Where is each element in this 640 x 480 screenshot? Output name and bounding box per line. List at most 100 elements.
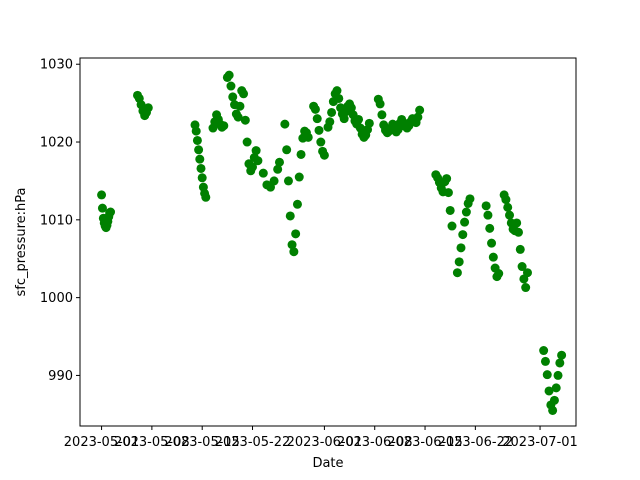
data-point — [273, 164, 283, 174]
data-point — [456, 243, 466, 253]
data-point — [334, 93, 344, 103]
y-tick-label: 1020 — [40, 136, 73, 151]
data-point — [461, 207, 471, 217]
data-point — [197, 173, 207, 183]
data-point — [292, 199, 302, 209]
data-point — [296, 149, 306, 159]
data-point — [287, 240, 297, 250]
data-point — [494, 269, 504, 279]
data-point — [283, 176, 293, 186]
data-point — [521, 283, 531, 293]
data-point — [294, 172, 304, 182]
data-point — [460, 217, 470, 227]
x-tick-label: 2023-05-15 — [164, 435, 240, 450]
data-point — [327, 107, 337, 117]
data-point — [303, 132, 313, 142]
data-point — [316, 137, 326, 147]
data-point — [517, 262, 527, 272]
data-point — [106, 207, 116, 217]
data-point — [274, 157, 284, 167]
data-point — [239, 89, 249, 99]
data-point — [503, 202, 513, 212]
y-tick-label: 1010 — [40, 213, 73, 228]
data-point — [485, 223, 495, 233]
data-point — [235, 101, 245, 111]
data-point — [505, 210, 515, 220]
data-point — [555, 358, 565, 368]
data-point — [501, 195, 511, 205]
x-tick-label: 2023-06-15 — [387, 435, 463, 450]
data-point — [240, 115, 250, 125]
data-point — [289, 247, 299, 257]
x-tick-label: 2023-05-22 — [215, 435, 291, 450]
data-point — [269, 176, 279, 186]
data-point — [285, 211, 295, 221]
data-point — [557, 350, 567, 360]
data-point — [251, 146, 261, 156]
data-point — [325, 117, 335, 127]
y-tick-label: 1000 — [40, 291, 73, 306]
data-point — [553, 370, 563, 380]
data-point — [319, 150, 329, 160]
data-point — [192, 135, 202, 145]
data-point — [540, 356, 550, 366]
x-tick-label: 2023-06-01 — [287, 435, 363, 450]
data-point — [548, 405, 558, 415]
y-axis: 990 1000 1010 1020 1030 — [40, 58, 80, 384]
data-point — [458, 230, 468, 240]
plot-area — [79, 57, 577, 427]
x-tick-label: 2023-05-08 — [114, 435, 190, 450]
data-point — [487, 238, 497, 248]
data-point — [282, 145, 292, 155]
data-point — [291, 229, 301, 239]
data-point — [375, 99, 385, 109]
data-point — [354, 114, 364, 124]
data-point — [445, 205, 455, 215]
data-point — [258, 168, 268, 178]
data-point — [332, 86, 342, 96]
scatter-points — [97, 70, 567, 415]
data-point — [488, 252, 498, 262]
x-tick-label: 2023-07-01 — [502, 435, 578, 450]
data-point — [549, 395, 559, 405]
data-point — [513, 227, 523, 237]
data-point — [201, 192, 211, 202]
x-tick-label: 2023-05-01 — [64, 435, 140, 450]
data-point — [97, 203, 107, 213]
data-point — [346, 103, 356, 113]
x-axis: 2023-05-012023-05-082023-05-152023-05-22… — [64, 426, 578, 450]
data-point — [465, 194, 475, 204]
data-point — [544, 386, 554, 396]
data-point — [551, 383, 561, 393]
data-point — [242, 137, 252, 147]
data-point — [443, 188, 453, 198]
x-axis-title: Date — [312, 456, 343, 471]
axes-frame — [79, 57, 577, 427]
data-point — [280, 119, 290, 129]
data-point — [191, 126, 201, 136]
data-point — [97, 190, 107, 200]
data-point — [483, 210, 493, 220]
data-point — [364, 118, 374, 128]
data-point — [515, 244, 525, 254]
data-point — [512, 218, 522, 228]
data-point — [522, 268, 532, 278]
x-tick-label: 2023-06-08 — [337, 435, 413, 450]
data-point — [481, 201, 491, 211]
data-point — [226, 81, 236, 91]
y-tick-label: 990 — [48, 369, 73, 384]
data-point — [233, 112, 243, 122]
data-point — [248, 162, 258, 172]
data-point — [454, 257, 464, 267]
x-tick-label: 2023-06-22 — [438, 435, 514, 450]
data-point — [195, 154, 205, 164]
data-point — [228, 92, 238, 102]
data-point — [196, 163, 206, 173]
data-point — [413, 112, 423, 122]
y-tick-label: 1030 — [40, 58, 73, 73]
data-point — [219, 121, 229, 131]
data-point — [314, 125, 324, 135]
y-axis-title: sfc_pressure:hPa — [14, 188, 29, 297]
data-point — [442, 174, 452, 184]
